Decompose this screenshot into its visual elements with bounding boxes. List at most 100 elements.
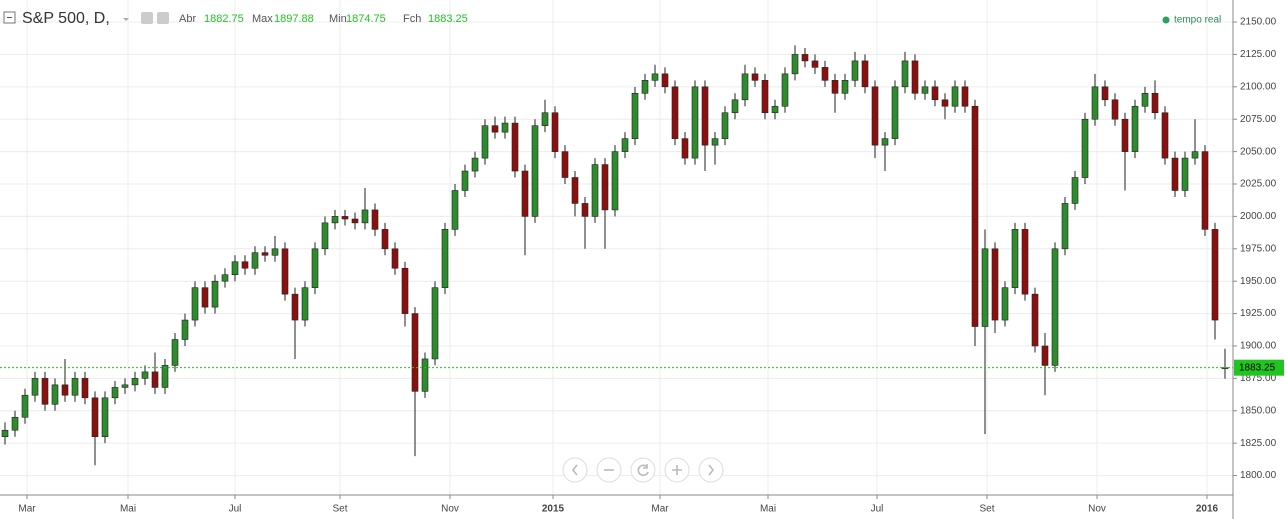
candle-body [1211, 229, 1219, 321]
candle-body [491, 125, 499, 133]
candle-body [611, 151, 619, 211]
candle-body [881, 138, 889, 146]
x-tick-label: Set [979, 504, 994, 515]
candle-body [261, 252, 269, 256]
candle-body [11, 416, 19, 431]
candle-body [361, 209, 369, 224]
candle-body [31, 378, 39, 396]
candle-body [661, 73, 669, 88]
candle-body [171, 339, 179, 366]
candle-body [301, 287, 309, 321]
reset-icon [637, 464, 649, 477]
candle-body [421, 358, 429, 392]
y-tick-label: 1800.00 [1240, 470, 1277, 481]
x-tick-label: Mai [760, 504, 776, 515]
scroll-left-button[interactable] [562, 457, 588, 483]
axes: 1800.00 1825.00 1850.00 1875.00 1900.00 1925.… [0, 17, 1284, 515]
candle-body [1, 429, 9, 437]
candle-body [291, 293, 299, 321]
y-tick-label: 1950.00 [1240, 276, 1277, 287]
x-tick-label: Nov [1088, 504, 1106, 515]
candle-body [531, 125, 539, 217]
y-tick-label: 2100.00 [1240, 81, 1277, 92]
candle-body [501, 122, 509, 133]
candle-body [891, 86, 899, 139]
x-tick-label: Mar [651, 504, 669, 515]
zoom-icons [571, 464, 715, 477]
low-value: 1874.75 [346, 13, 386, 25]
y-tick-label: 2050.00 [1240, 146, 1277, 157]
candle-body [71, 378, 79, 396]
candle-body [731, 99, 739, 114]
candle-body [1031, 293, 1039, 347]
candle-body [771, 105, 779, 114]
reset-button[interactable] [630, 457, 656, 483]
candle-body [121, 384, 129, 388]
x-tick-label: Mar [18, 504, 36, 515]
candle-body [741, 73, 749, 101]
candle-body [471, 157, 479, 172]
y-tick-label: 1900.00 [1240, 341, 1277, 352]
y-tick-label: 2075.00 [1240, 114, 1277, 125]
candle-body [321, 222, 329, 250]
candle-body [861, 60, 869, 88]
chart-title: S&P 500, D, [22, 10, 110, 27]
candle-body [461, 170, 469, 191]
candle-body [581, 203, 589, 217]
candle-body [921, 86, 929, 94]
candle-body [971, 105, 979, 327]
candle-body [641, 80, 649, 94]
candle-body [701, 86, 709, 146]
candle-body [441, 229, 449, 288]
candle-body [1131, 105, 1139, 152]
candle-body [1151, 92, 1159, 114]
dropdown-icon[interactable] [123, 18, 129, 21]
candle-body [411, 313, 419, 392]
y-tick-label: 2025.00 [1240, 179, 1277, 190]
y-tick-label: 1875.00 [1240, 373, 1277, 384]
candle-body [311, 248, 319, 288]
candle-body [871, 86, 879, 146]
x-tick-label: Set [332, 504, 347, 515]
candle-body [591, 164, 599, 217]
candle-body [691, 86, 699, 159]
candle-body [381, 229, 389, 250]
candle-body [1051, 248, 1059, 366]
candle-body [1141, 92, 1149, 107]
candle-body [621, 138, 629, 152]
candle-body [1121, 118, 1129, 152]
candle-body [711, 138, 719, 146]
x-tick-label: 2015 [542, 504, 565, 515]
candle-body [671, 86, 679, 139]
candle-body [521, 170, 529, 217]
candle-body [41, 378, 49, 405]
candle-body [91, 397, 99, 437]
y-tick-label: 1850.00 [1240, 405, 1277, 416]
candle-body [401, 267, 409, 314]
eye-button[interactable] [141, 12, 153, 24]
candle-body [981, 248, 989, 327]
candle-body [931, 86, 939, 101]
candle-body [191, 287, 199, 321]
settings-button[interactable] [157, 12, 169, 24]
candle-body [1081, 118, 1089, 178]
candle-body [221, 274, 229, 282]
candle-body [651, 73, 659, 81]
candle-body [111, 387, 119, 399]
y-tick-label: 2125.00 [1240, 49, 1277, 60]
scroll-right-button[interactable] [698, 457, 724, 483]
candle-body [911, 60, 919, 94]
candle-body [371, 209, 379, 230]
candle-body [231, 261, 239, 276]
candle-body [251, 252, 259, 269]
candle-body [131, 378, 139, 386]
candle-body [101, 397, 109, 437]
grid [0, 0, 1233, 495]
candle-body [81, 378, 89, 399]
candle-body [961, 86, 969, 107]
candle-body [141, 371, 149, 379]
y-tick-label: 2000.00 [1240, 211, 1277, 222]
candle-body [271, 248, 279, 256]
x-tick-label: 2016 [1196, 504, 1219, 515]
candle-body [241, 261, 249, 269]
